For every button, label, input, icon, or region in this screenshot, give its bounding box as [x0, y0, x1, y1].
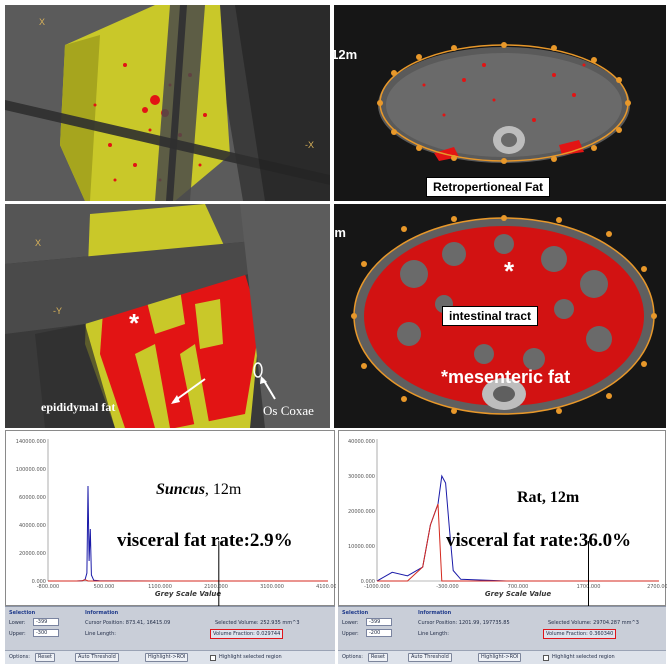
y-tick-label: 10000.000: [348, 544, 375, 550]
annotation-os-coxae: Os Coxae: [263, 403, 314, 418]
ct-slice-suncus: Suncus, 12m Retropertioneal Fat: [334, 5, 666, 201]
y-tick-label: 20000.000: [19, 551, 46, 557]
species-label-suncus: Suncus, 12m: [334, 47, 358, 62]
render-3d-mouse-graphic: [5, 204, 330, 428]
reset-button[interactable]: Reset: [368, 653, 388, 662]
visceral-fat-rate-rat: visceral fat rate:36.0%: [446, 530, 632, 551]
species-label-mouse: A/J mouse, 12m: [334, 225, 346, 240]
x-tick-label: -800.000: [37, 584, 59, 590]
highlight-roi-button[interactable]: Highlight->ROI: [478, 653, 522, 662]
render-3d-suncus: X -X: [5, 5, 330, 201]
x-axis-title: Grey Scale Value: [485, 590, 551, 598]
highlight-selected-label: Highlight selected region: [219, 654, 282, 660]
line-length: Line Length:: [85, 631, 116, 637]
reset-button[interactable]: Reset: [35, 653, 55, 662]
reset-button-label: Reset: [38, 654, 52, 660]
histogram-series-1: [377, 503, 659, 582]
x-tick-label: 500.000: [94, 584, 115, 590]
x-tick-label: 700.000: [508, 584, 529, 590]
lower-label: Lower:: [342, 620, 359, 626]
x-tick-label: 4100.000: [316, 584, 336, 590]
histogram-rat: 40000.000 30000.000 20000.000 10000.000 0.00…: [338, 430, 667, 607]
histogram-suncus: 140000.000 100000.000 60000.000 40000.000 20…: [5, 430, 336, 607]
upper-threshold-input[interactable]: -300: [33, 629, 59, 637]
reset-button-label: Reset: [371, 654, 385, 660]
x-axis-title: Grey Scale Value: [155, 590, 221, 598]
axis-marker-x-mouse: X: [35, 238, 42, 248]
auto-threshold-button-label: Auto Threshold: [78, 654, 116, 660]
highlight-selected-checkbox[interactable]: [210, 655, 216, 661]
histogram-rat-chart: 40000.000 30000.000 20000.000 10000.000 0.00…: [348, 439, 667, 607]
annotation-retroperitoneal-fat: Retropertioneal Fat: [426, 177, 551, 197]
cursor-position: Cursor Position: 1201.99, 197735.85: [418, 620, 510, 626]
x-tick-label: 3100.000: [260, 584, 284, 590]
ct-slice-mouse: A/J mouse, 12m * intestinal tract *mesen…: [334, 204, 666, 428]
y-tick-label: 30000.000: [348, 474, 375, 480]
controls-rat: Selection Lower: -399 Upper: -200 Inform…: [338, 606, 666, 650]
highlight-roi-button-label: Highlight->ROI: [148, 654, 186, 660]
lower-threshold-input[interactable]: -399: [366, 618, 392, 626]
x-tick-label: -300.000: [436, 584, 458, 590]
annotation-mesenteric-fat: *mesenteric fat: [441, 367, 571, 387]
y-tick-label: 0.000: [32, 579, 46, 585]
axis-marker-x: X: [39, 17, 46, 27]
volume-fraction: Volume Fraction: 0.029744: [210, 629, 284, 639]
y-tick-label: 140000.000: [16, 439, 46, 445]
cursor-position: Cursor Position: 873.41, 16415.09: [85, 620, 171, 626]
histogram-series-1: [48, 579, 328, 582]
highlight-selected-checkbox[interactable]: [543, 655, 549, 661]
selection-heading: Selection: [9, 610, 36, 616]
options-bar-rat: Options: Reset Auto Threshold Highlight-…: [338, 650, 666, 664]
ct-slice-suncus-graphic: [334, 5, 666, 201]
controls-suncus: Selection Lower: -399 Upper: -300 Inform…: [5, 606, 335, 650]
annotation-intestinal-tract: intestinal tract: [442, 306, 539, 326]
y-tick-label: 40000.000: [19, 523, 46, 529]
x-tick-label: 2100.000: [204, 584, 228, 590]
line-length: Line Length:: [418, 631, 449, 637]
histogram-suncus-age: , 12m: [204, 481, 242, 498]
selected-volume: Selected Volume: 252.935 mm^3: [215, 620, 300, 626]
upper-threshold-input[interactable]: -200: [366, 629, 392, 637]
axis-marker-neg-x: -X: [305, 140, 314, 150]
histogram-suncus-chart: 140000.000 100000.000 60000.000 40000.000 20…: [16, 439, 336, 607]
y-tick-label: 40000.000: [348, 439, 375, 445]
highlight-roi-button-label: Highlight->ROI: [481, 654, 519, 660]
upper-label: Upper:: [9, 631, 26, 637]
auto-threshold-button[interactable]: Auto Threshold: [75, 653, 119, 662]
x-tick-label: -1000.000: [364, 584, 390, 590]
x-tick-label: 1100.000: [148, 584, 172, 590]
histogram-suncus-species: Suncus: [156, 481, 205, 498]
information-heading: Information: [85, 610, 119, 616]
options-label: Options:: [9, 654, 30, 660]
y-tick-label: 60000.000: [19, 495, 46, 501]
volume-fraction: Volume Fraction: 0.360340: [543, 629, 617, 639]
asterisk-epididymal: *: [129, 308, 140, 338]
lower-threshold-input[interactable]: -399: [33, 618, 59, 626]
y-tick-label: 100000.000: [16, 467, 46, 473]
options-label: Options:: [342, 654, 363, 660]
histogram-rat-title: Rat, 12m: [517, 489, 580, 506]
y-tick-label: 0.000: [361, 579, 375, 585]
histogram-suncus-title: Suncus, 12m: [156, 481, 241, 499]
asterisk-mesenteric: *: [504, 256, 515, 286]
annotation-epididymal-fat: epididymal fat: [41, 400, 116, 414]
selected-volume: Selected Volume: 29704.287 mm^3: [548, 620, 639, 626]
x-tick-label: 2700.000: [647, 584, 667, 590]
options-bar-suncus: Options: Reset Auto Threshold Highlight-…: [5, 650, 335, 664]
y-tick-label: 20000.000: [348, 509, 375, 515]
lower-label: Lower:: [9, 620, 26, 626]
axis-marker-neg-y: -Y: [53, 306, 62, 316]
information-heading: Information: [418, 610, 452, 616]
selection-heading: Selection: [342, 610, 369, 616]
upper-label: Upper:: [342, 631, 359, 637]
auto-threshold-button[interactable]: Auto Threshold: [408, 653, 452, 662]
render-3d-mouse: X -Y * epididymal fat Os Coxae: [5, 204, 330, 428]
highlight-roi-button[interactable]: Highlight->ROI: [145, 653, 189, 662]
render-3d-suncus-graphic: [5, 5, 330, 201]
visceral-fat-rate-suncus: visceral fat rate:2.9%: [117, 530, 293, 551]
auto-threshold-button-label: Auto Threshold: [411, 654, 449, 660]
highlight-selected-label: Highlight selected region: [552, 654, 615, 660]
